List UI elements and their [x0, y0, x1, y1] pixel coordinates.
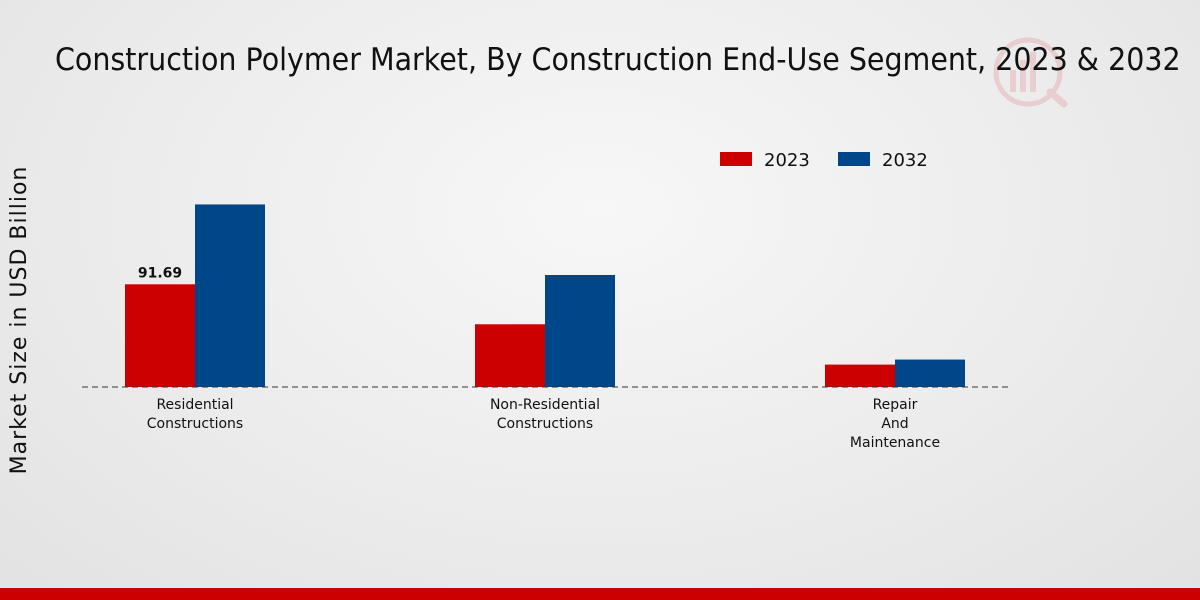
chart-title: Construction Polymer Market, By Construc… [55, 42, 1181, 78]
bar-2032-category-0 [195, 204, 265, 387]
bar-2023-category-0 [125, 284, 195, 387]
category-label-1-line-0: Non-Residential [490, 397, 600, 413]
legend-label-2032: 2032 [882, 150, 928, 171]
category-label-0-line-1: Constructions [147, 416, 243, 432]
category-label-2-line-2: Maintenance [850, 435, 940, 451]
bar-2032-category-1 [545, 275, 615, 387]
bars-group [125, 204, 965, 387]
data-labels: 91.69 [138, 265, 182, 281]
bar-2023-category-1 [475, 324, 545, 387]
bar-2032-category-2 [895, 359, 965, 387]
legend: 2023 2032 [720, 150, 928, 171]
data-label-2023-category-0: 91.69 [138, 265, 182, 281]
legend-swatch-2023 [720, 152, 752, 166]
y-axis-label: Market Size in USD Billion [7, 166, 32, 475]
category-label-2-line-0: Repair [873, 397, 918, 413]
category-label-2-line-1: And [881, 416, 908, 432]
bar-2023-category-2 [825, 364, 895, 387]
category-label-1-line-1: Constructions [497, 416, 593, 432]
legend-label-2023: 2023 [764, 150, 810, 171]
bottom-brand-bar [0, 588, 1200, 600]
watermark-logo-icon [993, 37, 1068, 108]
category-label-0-line-0: Residential [156, 397, 233, 413]
category-labels: Residential Constructions Non-Residential C… [147, 397, 940, 451]
legend-swatch-2032 [838, 152, 870, 166]
